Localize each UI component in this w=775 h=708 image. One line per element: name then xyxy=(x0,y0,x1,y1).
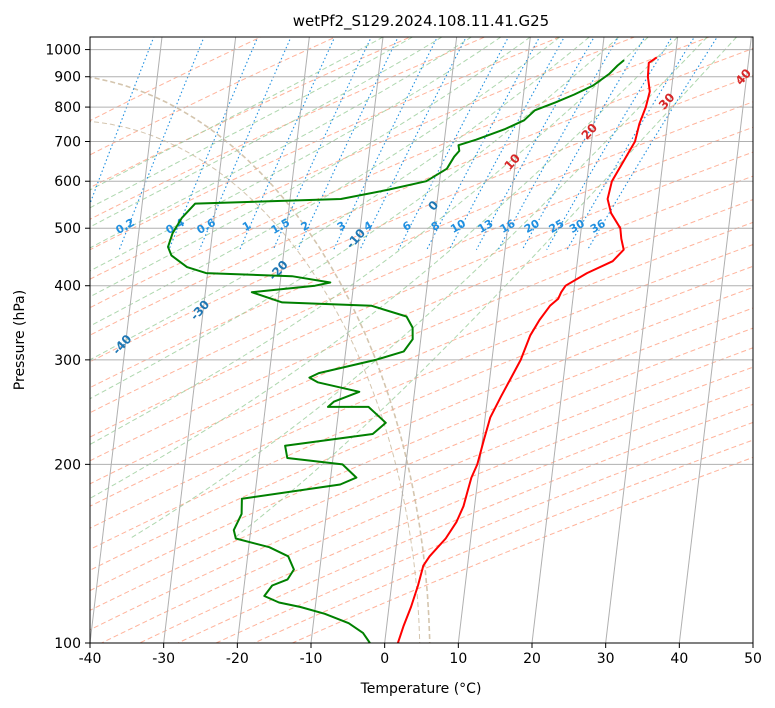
isotherm-line xyxy=(163,37,237,643)
mixing-ratio-line xyxy=(118,37,205,250)
y-tick-label: 400 xyxy=(54,279,81,295)
dry-adiabat xyxy=(90,286,753,571)
mixing-ratio-line xyxy=(333,37,438,250)
y-tick-label: 300 xyxy=(54,353,81,369)
dry-adiabat xyxy=(90,74,753,363)
mixing-ratio-line xyxy=(587,37,718,250)
dry-adiabat xyxy=(252,439,753,643)
mixing-ratio-line xyxy=(90,37,155,206)
x-tick-label: -40 xyxy=(79,651,102,667)
mixing-ratio-line xyxy=(398,37,510,250)
y-tick-label: 800 xyxy=(54,100,81,116)
dry-adiabat xyxy=(90,347,753,631)
mixing-ratio-line xyxy=(448,37,565,250)
height-label: -50 xyxy=(31,372,56,397)
dry-adiabat xyxy=(176,403,753,643)
grid-lines xyxy=(90,37,753,643)
x-tick-label: 40 xyxy=(670,651,688,667)
isotherm-line xyxy=(457,37,531,643)
isotherm-line xyxy=(310,37,384,643)
mixing-ratio-line xyxy=(426,37,541,250)
isotherm-line xyxy=(236,37,310,643)
dry-adiabat xyxy=(90,47,753,336)
dry-adiabat xyxy=(291,456,753,643)
dry-adiabat xyxy=(90,307,753,592)
x-axis-label: Temperature (°C) xyxy=(360,681,482,697)
dry-adiabat xyxy=(90,175,753,462)
mixing-ratio-line xyxy=(198,37,292,250)
isotherm-line xyxy=(605,37,679,643)
temperature-profile-line xyxy=(396,56,658,643)
isotherm-line xyxy=(752,638,753,643)
mixing-ratio-line xyxy=(497,37,619,250)
x-tick-label: -30 xyxy=(152,651,175,667)
isotherm-line xyxy=(678,37,752,643)
mixing-ratio-line xyxy=(272,37,372,250)
isotherm-line xyxy=(90,37,163,643)
dry-adiabat xyxy=(214,421,753,643)
chart-title: wetPf2_S129.2024.108.11.41.G25 xyxy=(293,12,549,31)
curved-reference-line xyxy=(90,76,431,643)
dry-adiabat xyxy=(100,366,753,643)
dewpoint-profile-line xyxy=(167,59,625,643)
x-tick-label: 20 xyxy=(523,651,541,667)
x-tick-label: 10 xyxy=(449,651,467,667)
plot-frame xyxy=(89,36,754,644)
mixing-ratio-line xyxy=(168,37,259,250)
mixing-ratio-line xyxy=(297,37,399,250)
isotherm-line xyxy=(384,37,458,643)
dry-adiabat xyxy=(138,385,753,643)
y-tick-label: 100 xyxy=(54,636,81,652)
series-layer xyxy=(167,56,658,643)
y-tick-label: 500 xyxy=(54,221,81,237)
x-axis-ticks: -40 -30 -20 -10 0 10 20 30 40 50 xyxy=(79,643,762,667)
y-tick-label: 700 xyxy=(54,134,81,150)
dry-adiabat xyxy=(90,101,753,389)
x-tick-label: 0 xyxy=(380,651,389,667)
dry-adiabat xyxy=(90,244,753,529)
y-tick-label: 600 xyxy=(54,174,81,190)
dry-adiabat xyxy=(90,126,753,414)
y-axis-label: Pressure (hPa) xyxy=(12,290,28,390)
isotherm-line xyxy=(531,37,605,643)
dry-adiabat xyxy=(90,327,753,611)
mixing-ratio-line xyxy=(566,37,696,250)
y-tick-label: 200 xyxy=(54,457,81,473)
dry-adiabat xyxy=(90,221,753,507)
y-axis-ticks: 100 200 300 400 500 600 700 800 900 1000 xyxy=(45,43,90,652)
x-tick-label: 30 xyxy=(597,651,615,667)
x-tick-label: 50 xyxy=(744,651,762,667)
y-tick-label: 1000 xyxy=(45,43,81,59)
y-tick-label: 900 xyxy=(54,70,81,86)
x-tick-label: -20 xyxy=(226,651,249,667)
x-tick-label: -10 xyxy=(300,651,323,667)
